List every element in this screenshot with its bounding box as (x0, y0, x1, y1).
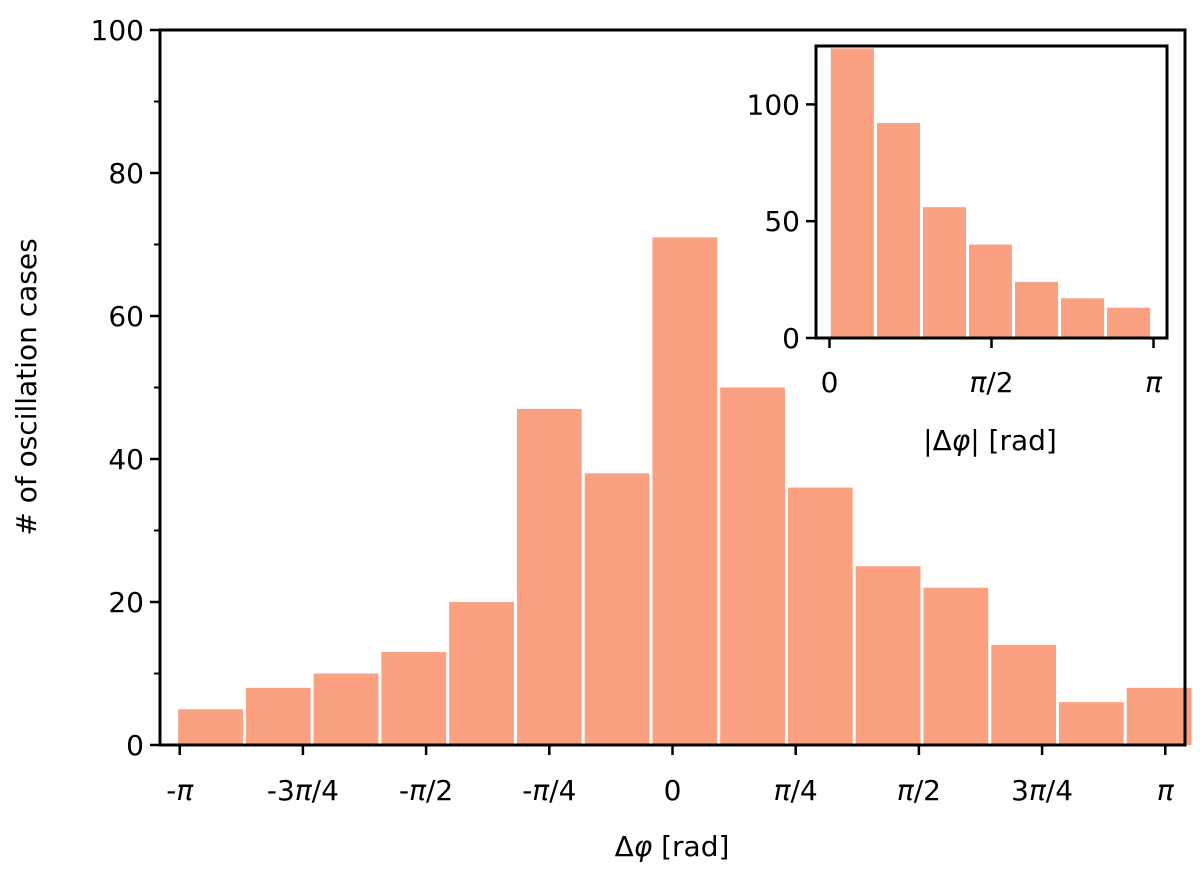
x-tick-label: -π/4 (522, 774, 576, 807)
histogram-bar (652, 237, 718, 745)
y-tick-label: 20 (108, 586, 144, 619)
x-tick-label: π (1157, 774, 1175, 807)
x-tick-label: -π/2 (399, 774, 453, 807)
y-tick-label: 0 (126, 729, 144, 762)
histogram-bar (923, 587, 989, 745)
x-tick-label: -π (166, 774, 194, 807)
x-tick-label: -3π/4 (267, 774, 339, 807)
histogram-bar (720, 387, 785, 745)
histogram-bar (876, 123, 920, 338)
histogram-bar (1107, 307, 1151, 338)
histogram-bar (178, 709, 243, 745)
histogram-bar (1061, 298, 1105, 338)
y-tick-label: 80 (108, 157, 144, 190)
main-x-axis-label: Δφ [rad] (615, 830, 730, 863)
histogram-bar (1014, 281, 1059, 338)
x-tick-label: 3π/4 (1011, 774, 1073, 807)
histogram-bar (1058, 702, 1124, 745)
main-bars (178, 237, 1192, 745)
main-plot-frame (158, 28, 1187, 747)
y-tick-label: 50 (764, 205, 800, 238)
main-y-axis-label: # of oscillation cases (10, 238, 43, 535)
x-tick-label: π/2 (969, 366, 1013, 399)
histogram-bar (516, 408, 582, 745)
inset-plot-frame (814, 44, 1169, 340)
x-tick-label: 0 (821, 366, 839, 399)
main-histogram: 0 20 40 60 80 100 -π -3π/4 -π/2 -π/4 0 π/4 π/2 3π/4 π… (10, 14, 1192, 863)
inset-x-ticks: 0 π/2 π (821, 338, 1163, 399)
histogram-bar (787, 487, 853, 745)
y-tick-label: 40 (108, 443, 144, 476)
histogram-bar (830, 48, 874, 338)
histogram-bar (584, 473, 650, 745)
inset-histogram: 0 50 100 0 π/2 π |Δφ| [rad] (747, 44, 1169, 457)
main-x-ticks: -π -3π/4 -π/2 -π/4 0 π/4 π/2 3π/4 π (166, 745, 1175, 807)
histogram-bar (855, 566, 921, 745)
main-y-ticks: 0 20 40 60 80 100 (91, 14, 160, 762)
x-tick-label: 0 (664, 774, 682, 807)
histogram-bar (991, 644, 1056, 745)
inset-x-axis-label: |Δφ| [rad] (923, 424, 1057, 457)
histogram-bar (313, 673, 379, 745)
inset-bars (830, 48, 1151, 338)
x-tick-label: π (1145, 366, 1163, 399)
y-tick-label: 60 (108, 300, 144, 333)
x-tick-label: π/2 (897, 774, 941, 807)
histogram-bar (922, 207, 966, 338)
y-tick-label: 100 (91, 14, 144, 47)
histogram-bar (449, 602, 514, 745)
histogram-bar (381, 652, 447, 745)
y-tick-label: 100 (747, 88, 800, 121)
x-tick-label: π/4 (774, 774, 818, 807)
histogram-bar (968, 244, 1013, 338)
inset-y-ticks: 0 50 100 (747, 88, 816, 355)
histogram-bar (1126, 687, 1192, 745)
histogram-bar (245, 687, 311, 745)
y-tick-label: 0 (782, 322, 800, 355)
